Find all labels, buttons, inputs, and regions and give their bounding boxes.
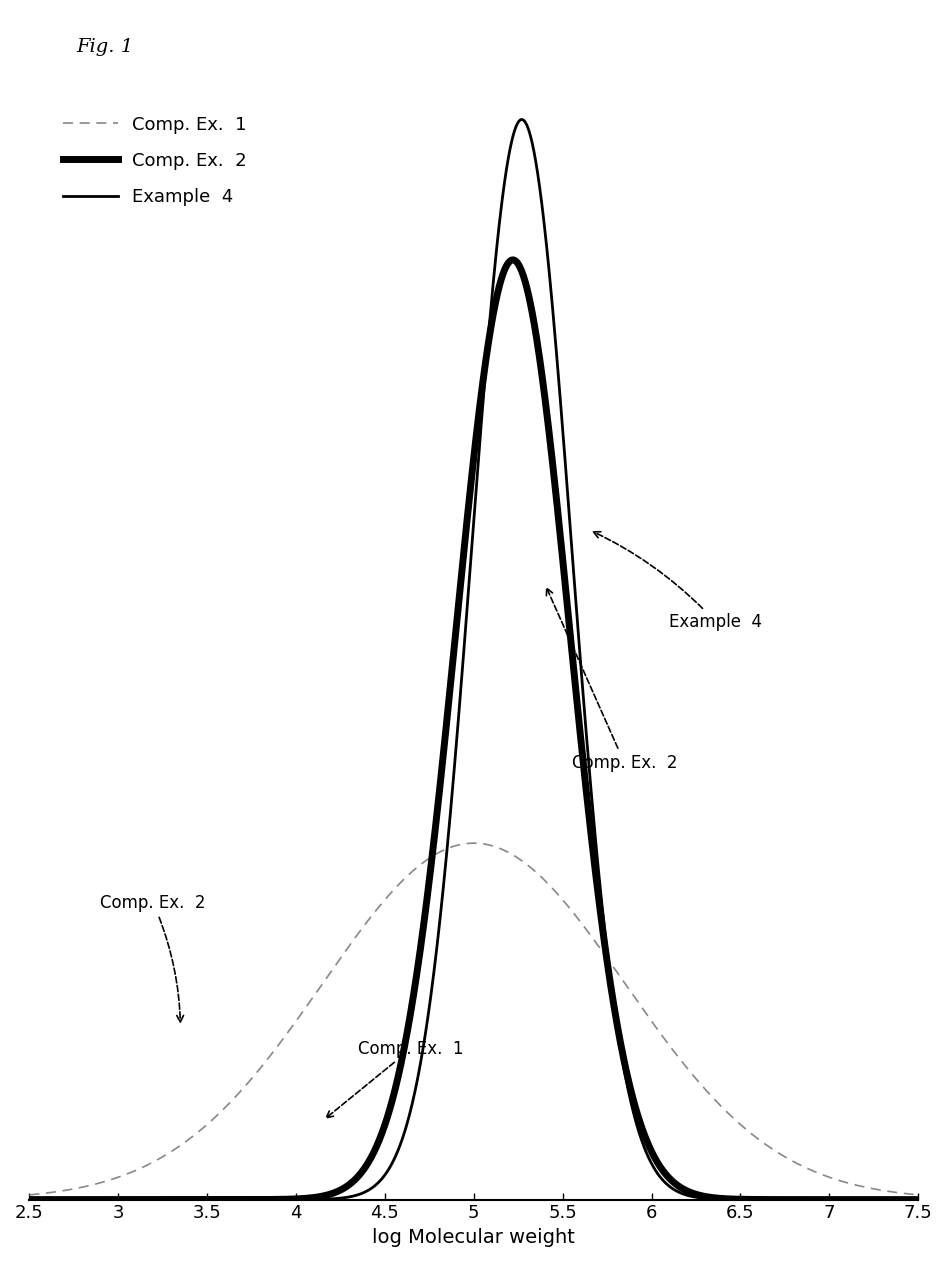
Example  4 — [24, 1193, 35, 1208]
Line: Comp. Ex.  1: Comp. Ex. 1 — [29, 843, 918, 1195]
Comp. Ex.  2 — [886, 1193, 898, 1208]
Line: Comp. Ex.  2: Comp. Ex. 2 — [29, 260, 918, 1200]
Comp. Ex.  1 — [724, 1107, 735, 1122]
Comp. Ex.  2 — [24, 1193, 35, 1208]
Text: Fig. 1: Fig. 1 — [76, 38, 133, 56]
Comp. Ex.  1 — [456, 837, 467, 852]
Comp. Ex.  1 — [886, 1185, 898, 1200]
Comp. Ex.  2 — [912, 1193, 923, 1208]
Comp. Ex.  1 — [432, 846, 443, 861]
Comp. Ex.  2 — [69, 1193, 80, 1208]
X-axis label: log Molecular weight: log Molecular weight — [372, 1228, 575, 1247]
Comp. Ex.  1 — [468, 835, 479, 851]
Text: Example  4: Example 4 — [593, 531, 762, 631]
Example  4 — [886, 1193, 898, 1208]
Comp. Ex.  2 — [724, 1191, 735, 1206]
Example  4 — [886, 1193, 898, 1208]
Example  4 — [724, 1191, 735, 1206]
Comp. Ex.  2 — [456, 567, 467, 582]
Example  4 — [456, 673, 467, 688]
Comp. Ex.  1 — [69, 1181, 80, 1196]
Example  4 — [69, 1193, 80, 1208]
Example  4 — [432, 930, 443, 945]
Example  4 — [515, 112, 527, 127]
Comp. Ex.  2 — [886, 1193, 898, 1208]
Legend: Comp. Ex.  1, Comp. Ex.  2, Example  4: Comp. Ex. 1, Comp. Ex. 2, Example 4 — [56, 109, 254, 213]
Text: Comp. Ex.  2: Comp. Ex. 2 — [546, 588, 677, 771]
Text: Comp. Ex.  2: Comp. Ex. 2 — [100, 893, 205, 1022]
Comp. Ex.  1 — [912, 1188, 923, 1203]
Comp. Ex.  1 — [24, 1188, 35, 1203]
Text: Comp. Ex.  1: Comp. Ex. 1 — [326, 1040, 463, 1118]
Line: Example  4: Example 4 — [29, 120, 918, 1200]
Comp. Ex.  1 — [886, 1184, 898, 1199]
Comp. Ex.  2 — [432, 798, 443, 813]
Comp. Ex.  2 — [507, 252, 518, 268]
Example  4 — [912, 1193, 923, 1208]
